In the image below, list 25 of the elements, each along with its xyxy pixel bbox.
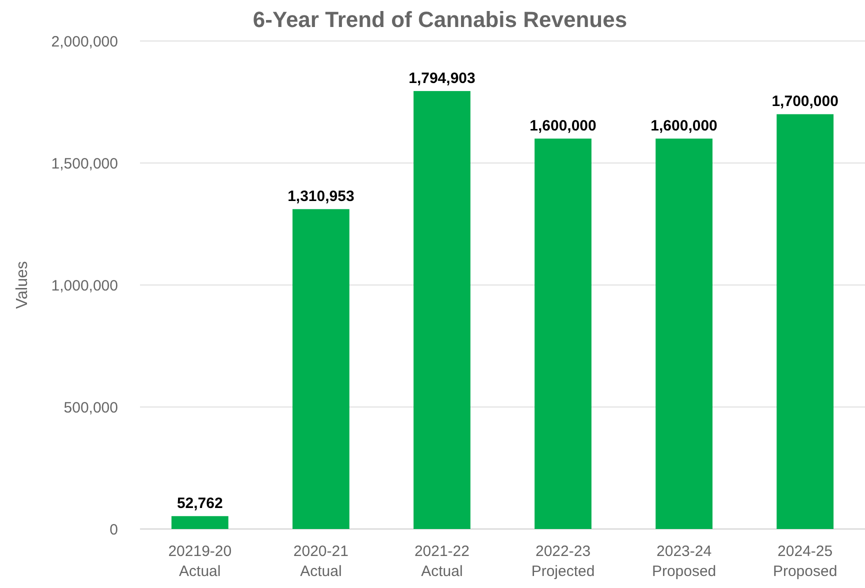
y-tick-label: 1,000,000	[51, 277, 118, 294]
data-label: 52,762	[176, 495, 223, 512]
bar	[656, 138, 712, 529]
data-label: 1,794,903	[408, 70, 476, 88]
y-tick-label: 1,500,000	[51, 155, 118, 172]
bar	[292, 209, 350, 529]
x-tick-label: 2021-22 Actual	[414, 543, 470, 580]
x-tick-label: 2020-21 Actual	[293, 543, 348, 580]
y-axis-title: Values	[14, 261, 31, 309]
y-tick-label: 2,000,000	[51, 33, 118, 50]
bar	[534, 138, 592, 529]
chart-title: 6-Year Trend of Cannabis Revenues	[252, 7, 628, 32]
data-label: 1,310,953	[288, 188, 354, 206]
x-tick-label: 2023-24 Proposed	[652, 543, 716, 580]
data-label: 1,700,000	[772, 93, 838, 110]
data-label: 1,600,000	[530, 118, 596, 135]
x-tick-label: 2024-25 Proposed	[772, 543, 838, 580]
y-tick-label: 500,000	[64, 399, 118, 416]
x-tick-label: 20219-20 Actual	[168, 543, 232, 580]
bar	[414, 91, 470, 529]
data-label: 1,600,000	[650, 118, 718, 135]
bar	[171, 516, 228, 529]
bar	[776, 114, 834, 529]
y-tick-label: 0	[110, 521, 118, 538]
x-tick-label: 2022-23 Projected	[531, 543, 595, 580]
